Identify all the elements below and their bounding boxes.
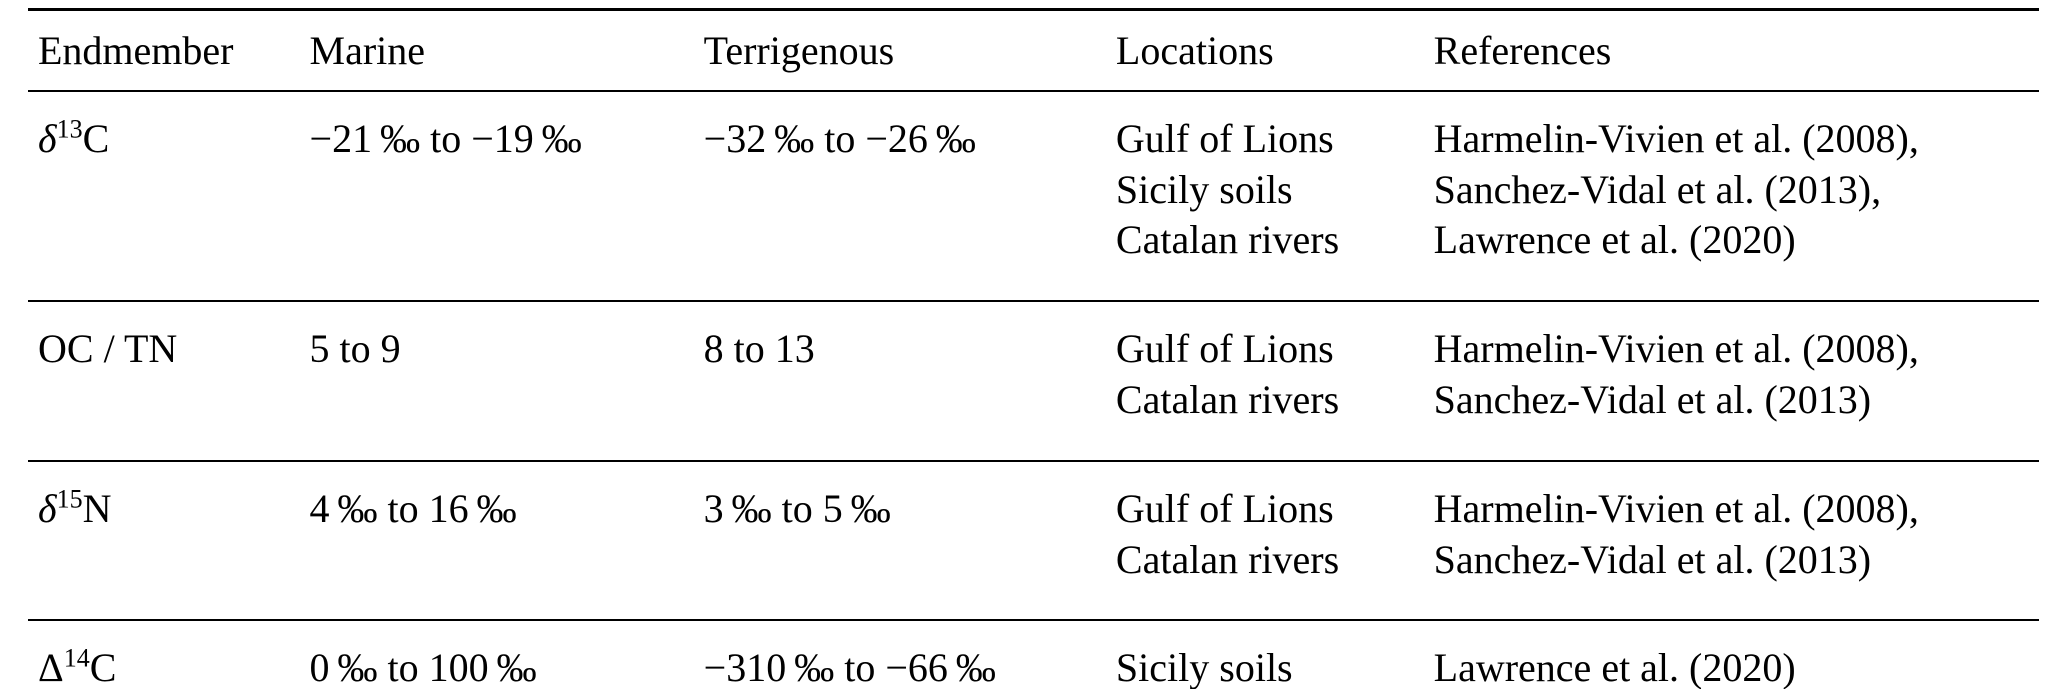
- endmember-superscript: 14: [63, 644, 90, 674]
- reference-line: Lawrence et al. (2020): [1433, 645, 1796, 689]
- reference-line: Sanchez-Vidal et al. (2013),: [1433, 166, 1882, 212]
- location-line: Gulf of Lions: [1115, 115, 1334, 161]
- cell-endmember: Δ14C: [28, 620, 310, 689]
- col-header-marine: Marine: [309, 28, 426, 73]
- cell-locations: Gulf of Lions Catalan rivers: [1116, 301, 1434, 461]
- location-line: Sicily soils: [1115, 166, 1293, 212]
- reference-line: Harmelin-Vivien et al. (2008),: [1433, 485, 1919, 531]
- location-line: Sicily soils: [1115, 645, 1293, 689]
- cell-terrigenous: −32 ‰ to −26 ‰: [703, 115, 976, 161]
- table-header: Endmember Marine Terrigenous Locations R…: [28, 9, 2039, 91]
- location-line: Gulf of Lions: [1115, 326, 1334, 372]
- cell-terrigenous: 8 to 13: [703, 326, 815, 372]
- cell-marine: 5 to 9: [309, 326, 401, 372]
- cell-references: Harmelin-Vivien et al. (2008), Sanchez-V…: [1434, 301, 2039, 461]
- cell-references: Harmelin-Vivien et al. (2008), Sanchez-V…: [1434, 91, 2039, 301]
- endmember-symbol: Δ: [38, 645, 64, 689]
- table-row: δ15N 4 ‰ to 16 ‰ 3 ‰ to 5 ‰ Gulf of Lion…: [28, 461, 2039, 621]
- cell-endmember: OC / TN: [28, 301, 310, 461]
- col-header-endmember: Endmember: [38, 28, 234, 73]
- endmember-symbol: δ: [38, 115, 57, 161]
- location-line: Catalan rivers: [1115, 217, 1340, 263]
- endmember-superscript: 13: [56, 114, 83, 144]
- endmember-symbol: OC / TN: [38, 326, 178, 372]
- reference-line: Sanchez-Vidal et al. (2013): [1433, 536, 1872, 582]
- reference-line: Sanchez-Vidal et al. (2013): [1433, 376, 1872, 422]
- reference-line: Harmelin-Vivien et al. (2008),: [1433, 115, 1919, 161]
- table-row: OC / TN 5 to 9 8 to 13 Gulf of Lions Cat…: [28, 301, 2039, 461]
- table-row: Δ14C 0 ‰ to 100 ‰ −310 ‰ to −66 ‰ Sicily…: [28, 620, 2039, 689]
- endmember-element: C: [89, 645, 117, 689]
- endmember-element: N: [82, 485, 112, 531]
- location-line: Gulf of Lions: [1115, 485, 1334, 531]
- table-body: δ13C −21 ‰ to −19 ‰ −32 ‰ to −26 ‰ Gulf …: [28, 91, 2039, 689]
- col-header-references: References: [1433, 28, 1612, 73]
- col-header-locations: Locations: [1115, 28, 1274, 73]
- reference-line: Lawrence et al. (2020): [1433, 217, 1796, 263]
- location-line: Catalan rivers: [1115, 536, 1340, 582]
- cell-terrigenous: 3 ‰ to 5 ‰: [703, 485, 891, 531]
- location-line: Catalan rivers: [1115, 376, 1340, 422]
- cell-endmember: δ15N: [28, 461, 310, 621]
- cell-references: Lawrence et al. (2020): [1434, 620, 2039, 689]
- col-header-terrigenous: Terrigenous: [703, 28, 895, 73]
- cell-locations: Gulf of Lions Sicily soils Catalan river…: [1116, 91, 1434, 301]
- cell-marine: 0 ‰ to 100 ‰: [309, 645, 537, 689]
- cell-locations: Gulf of Lions Catalan rivers: [1116, 461, 1434, 621]
- cell-terrigenous: −310 ‰ to −66 ‰: [703, 645, 996, 689]
- endmember-superscript: 15: [56, 484, 83, 514]
- cell-marine: 4 ‰ to 16 ‰: [309, 485, 517, 531]
- endmember-table: Endmember Marine Terrigenous Locations R…: [28, 8, 2039, 689]
- cell-marine: −21 ‰ to −19 ‰: [309, 115, 582, 161]
- cell-endmember: δ13C: [28, 91, 310, 301]
- endmember-symbol: δ: [38, 485, 57, 531]
- header-row: Endmember Marine Terrigenous Locations R…: [28, 9, 2039, 91]
- reference-line: Harmelin-Vivien et al. (2008),: [1433, 326, 1919, 372]
- cell-references: Harmelin-Vivien et al. (2008), Sanchez-V…: [1434, 461, 2039, 621]
- cell-locations: Sicily soils: [1116, 620, 1434, 689]
- table-row: δ13C −21 ‰ to −19 ‰ −32 ‰ to −26 ‰ Gulf …: [28, 91, 2039, 302]
- endmember-element: C: [82, 115, 110, 161]
